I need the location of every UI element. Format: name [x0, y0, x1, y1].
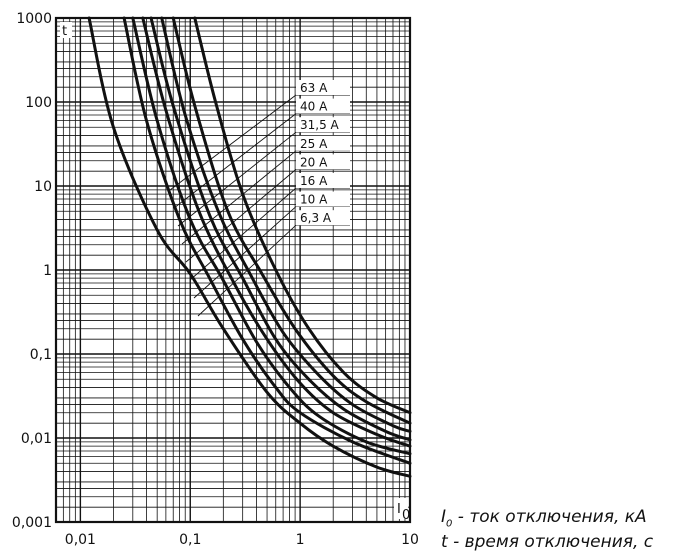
x-axis-letter-sub: 0 — [402, 508, 410, 523]
y-tick-label: 0,1 — [30, 347, 52, 363]
series-leader-line — [193, 206, 297, 299]
x-tick-label: 10 — [401, 532, 419, 548]
series-label: 10 А — [300, 193, 328, 207]
series-curve — [149, 16, 412, 442]
series-curves — [87, 16, 412, 478]
series-label: 40 А — [300, 100, 328, 114]
y-tick-label: 10 — [34, 179, 52, 195]
series-label-bg — [296, 173, 350, 188]
series-curve — [171, 16, 412, 425]
x-tick-label: 0,1 — [179, 532, 201, 548]
series-curve — [87, 16, 412, 478]
plot-frame — [54, 16, 412, 524]
series-label: 20 А — [300, 155, 328, 169]
series-label-bg — [296, 80, 350, 95]
series-leader-line — [197, 224, 297, 317]
series-leader-line — [177, 131, 297, 227]
y-tick-label: 1000 — [16, 11, 52, 27]
series-label: 25 А — [300, 137, 328, 151]
series-label-bg — [296, 98, 350, 114]
y-tick-labels: 0,001 0,01 0,1 1 10 100 1000 — [12, 11, 52, 531]
legend-time-text: - время отключения, с — [447, 532, 654, 553]
series-label-bg — [296, 210, 350, 226]
y-tick-label: 0,01 — [21, 431, 52, 447]
series-label: 16 А — [300, 174, 328, 188]
y-tick-label: 100 — [25, 95, 52, 111]
legend-current-symbol: I — [441, 507, 447, 527]
x-tick-label: 0,01 — [65, 532, 96, 548]
legend-current-sub: 0 — [446, 518, 453, 530]
series-label: 63 А — [300, 81, 328, 95]
series-curve — [160, 16, 412, 433]
series-leader-line — [185, 169, 297, 263]
x-axis-letter: I — [397, 502, 401, 517]
x-tick-labels: 0,01 0,1 1 10 — [65, 532, 419, 548]
y-axis-letter: t — [62, 24, 67, 39]
y-tick-label: 0,001 — [12, 515, 52, 531]
y-tick-label: 1 — [43, 263, 52, 279]
series-leader-line — [169, 94, 297, 191]
series-curve — [131, 16, 412, 456]
series-curve — [122, 16, 412, 465]
series-label-bg — [296, 135, 350, 151]
y-axis-letter-bg — [60, 22, 72, 38]
series-label-bg — [296, 117, 350, 133]
series-leader-line — [189, 187, 297, 281]
legend-current-text: - ток отключения, кА — [452, 507, 647, 527]
series-labels: 63 А 40 А 31,5 А 25 А 20 А 16 А 10 А 6,3 А — [296, 80, 350, 226]
axis-legend: I0 - ток отключения, кА t - время отключ… — [441, 508, 653, 551]
legend-current: I0 - ток отключения, кА — [441, 508, 653, 533]
series-label: 31,5 А — [300, 118, 340, 132]
series-leader-line — [173, 113, 297, 209]
series-label-bg — [296, 154, 350, 170]
legend-time-symbol: t — [441, 532, 448, 553]
axis-letters: t I 0 — [60, 22, 410, 523]
series-label-bg — [296, 191, 350, 207]
x-axis-letter-bg — [394, 498, 408, 519]
series-curve — [141, 16, 412, 448]
legend-time: t - время отключения, с — [441, 533, 653, 551]
x-tick-label: 1 — [296, 532, 305, 548]
series-leader-line — [181, 150, 297, 245]
series-label: 6,3 А — [300, 211, 332, 225]
series-curve — [193, 16, 412, 415]
